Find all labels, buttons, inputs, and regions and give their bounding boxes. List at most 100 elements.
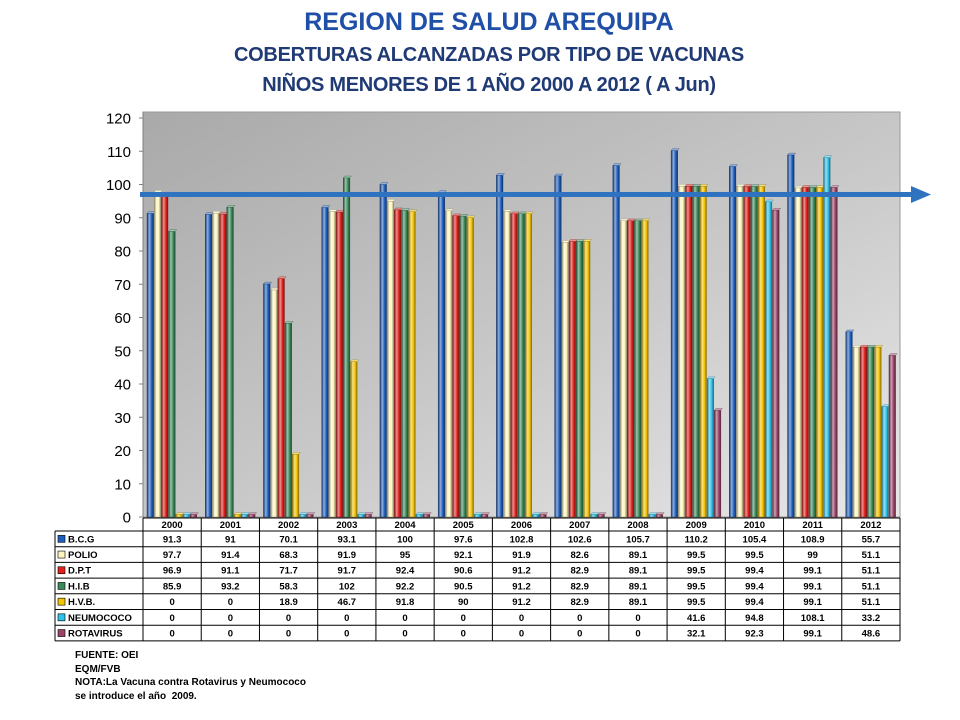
data-label-dpt-2006: 91.2	[512, 566, 531, 577]
bar-rotavirus-2008	[655, 512, 665, 518]
data-label-bcg-2008: 105.7	[626, 534, 650, 545]
bar-dpt-2006	[510, 211, 520, 518]
vaccine-note-line-2: se introduce el año 2009.	[75, 691, 197, 703]
data-label-neumococo-2011: 108.1	[801, 613, 825, 624]
table-year-header: 2011	[802, 520, 823, 531]
bar-hvb-2011	[816, 185, 825, 518]
bar-neumococo-2005	[473, 512, 483, 518]
data-label-hib-2009: 99.5	[687, 581, 706, 592]
bar-hvb-2009	[699, 184, 709, 518]
data-label-hvb-2012: 51.1	[862, 597, 881, 608]
bar-hvb-2007	[583, 239, 592, 518]
legend-label-hib: H.I.B	[68, 581, 90, 592]
data-label-hib-2005: 90.5	[454, 581, 473, 592]
bar-hvb-2005	[466, 215, 476, 518]
table-year-header: 2005	[453, 520, 475, 531]
table-year-header: 2006	[511, 520, 532, 531]
bar-bcg-2001	[204, 212, 214, 518]
bar-rotavirus-2005	[481, 512, 490, 518]
data-label-hvb-2004: 91.8	[396, 597, 415, 608]
bar-bcg-2007	[554, 173, 564, 518]
bar-neumococo-2000	[182, 512, 192, 518]
data-label-hib-2012: 51.1	[862, 581, 881, 592]
data-label-hvb-2007: 82.9	[570, 597, 589, 608]
data-label-dpt-2002: 71.7	[279, 566, 298, 577]
data-label-dpt-2011: 99.1	[803, 566, 822, 577]
bar-bcg-2004	[379, 182, 389, 518]
table-grid	[54, 517, 901, 642]
bar-rotavirus-2004	[422, 512, 432, 518]
bar-bcg-2008	[612, 163, 622, 518]
legend-key-neumococo	[57, 613, 66, 622]
bar-dpt-2011	[801, 185, 811, 518]
table-year-header: 2008	[627, 520, 648, 531]
data-label-neumococo-2002: 0	[286, 613, 291, 624]
data-label-neumococo-2001: 0	[228, 613, 233, 624]
data-label-bcg-2004: 100	[397, 534, 413, 545]
data-label-hvb-2001: 0	[228, 597, 233, 608]
data-label-rotavirus-2004: 0	[402, 628, 407, 639]
bar-rotavirus-2001	[248, 512, 257, 518]
bar-rotavirus-2003	[364, 512, 374, 518]
y-tick-label: 10	[114, 476, 131, 493]
data-label-bcg-2010: 105.4	[743, 534, 767, 545]
data-label-rotavirus-2001: 0	[228, 628, 233, 639]
data-label-neumococo-2009: 41.6	[687, 613, 706, 624]
data-label-dpt-2008: 89.1	[629, 566, 648, 577]
bar-hib-2006	[517, 211, 527, 518]
data-label-neumococo-2003: 0	[344, 613, 349, 624]
y-tick-label: 110	[107, 144, 131, 161]
data-label-dpt-2007: 82.9	[570, 566, 589, 577]
bar-hib-2000	[168, 229, 178, 518]
table-year-header: 2003	[336, 520, 357, 531]
data-label-hib-2001: 93.2	[221, 581, 240, 592]
author-note: EQM/FVB	[75, 663, 121, 675]
bar-neumococo-2002	[299, 512, 308, 518]
bar-hvb-2006	[524, 211, 534, 518]
bars	[146, 148, 898, 518]
bar-hib-2012	[867, 345, 876, 518]
data-label-dpt-2009: 99.5	[687, 566, 706, 577]
data-label-hib-2002: 58.3	[279, 581, 298, 592]
data-label-hvb-2002: 18.9	[279, 597, 298, 608]
data-label-bcg-2003: 93.1	[338, 534, 357, 545]
data-label-dpt-2000: 96.9	[163, 566, 182, 577]
data-label-neumococo-2000: 0	[169, 613, 174, 624]
bar-rotavirus-2000	[189, 512, 199, 518]
bar-bcg-2003	[321, 205, 331, 518]
bar-hvb-2002	[291, 452, 301, 518]
legend-key-hib	[57, 582, 66, 590]
bar-hib-2005	[459, 214, 469, 518]
table-year-header: 2007	[569, 520, 590, 531]
bar-hvb-2003	[350, 359, 359, 518]
bar-hib-2010	[750, 184, 760, 518]
bar-dpt-2010	[743, 184, 753, 518]
table-year-header: 2001	[220, 520, 242, 531]
bar-neumococo-2012	[881, 404, 891, 518]
data-label-rotavirus-2009: 32.1	[687, 628, 706, 639]
bar-hib-2004	[401, 208, 410, 518]
data-label-hvb-2008: 89.1	[629, 597, 648, 608]
data-label-dpt-2012: 51.1	[862, 566, 881, 577]
bar-neumococo-2003	[357, 512, 367, 518]
vaccine-note-line-1: NOTA:La Vacuna contra Rotavirus y Neumoc…	[75, 677, 306, 689]
data-label-hib-2011: 99.1	[803, 581, 822, 592]
bar-rotavirus-2009	[713, 408, 723, 518]
y-tick-label: 30	[114, 410, 131, 427]
data-label-hvb-2010: 99.4	[745, 597, 764, 608]
bar-hib-2007	[575, 239, 585, 518]
data-label-dpt-2001: 91.1	[221, 566, 240, 577]
footer-notes: FUENTE: OEI EQM/FVB NOTA:La Vacuna contr…	[75, 649, 306, 704]
chart-subtitle-line-2: NIÑOS MENORES DE 1 AÑO 2000 A 2012 ( A J…	[262, 74, 716, 96]
bar-neumococo-2007	[590, 512, 600, 518]
data-label-polio-2002: 68.3	[279, 550, 298, 561]
data-label-hib-2000: 85.9	[163, 581, 182, 592]
bar-neumococo-2001	[240, 512, 250, 518]
data-label-polio-2008: 89.1	[629, 550, 648, 561]
bar-polio-2009	[677, 184, 687, 518]
data-label-bcg-2001: 91	[225, 534, 236, 545]
bar-dpt-2007	[568, 239, 578, 518]
data-label-rotavirus-2006: 0	[519, 628, 524, 639]
bar-hib-2003	[342, 175, 352, 518]
data-label-hib-2006: 91.2	[512, 581, 531, 592]
